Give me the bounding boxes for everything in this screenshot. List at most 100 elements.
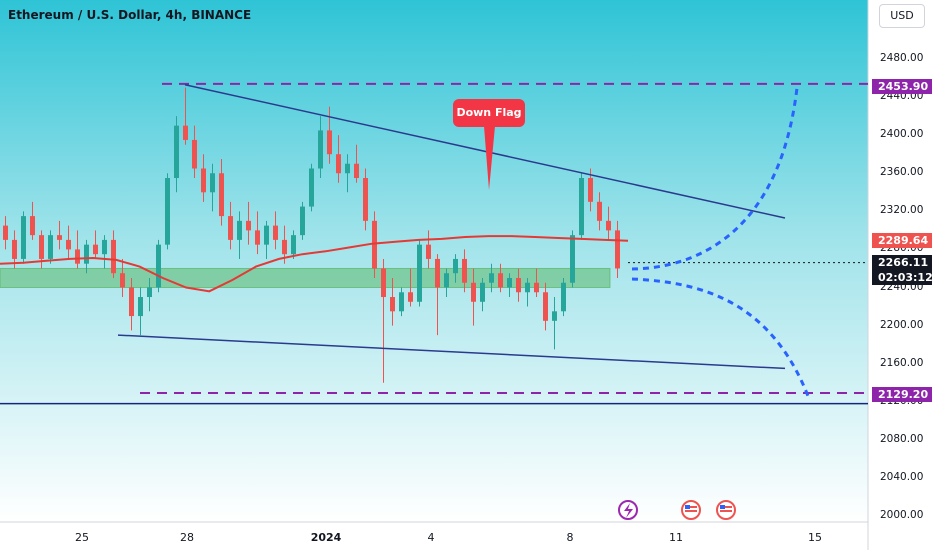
candle-body: [21, 216, 26, 259]
lightning-icon: [624, 503, 633, 518]
y-tick-label: 2360.00: [880, 166, 924, 179]
candle-body: [426, 244, 431, 259]
candle-body: [408, 292, 413, 302]
y-tick-label: 2000.00: [880, 509, 924, 521]
candle-body: [174, 125, 179, 179]
candle-body: [588, 178, 593, 202]
candle-body: [615, 230, 620, 269]
candle-body: [75, 249, 80, 264]
x-tick-label: 2024: [310, 531, 342, 544]
candle-body: [579, 178, 584, 236]
down-flag-callout: Down Flag: [453, 99, 525, 127]
candle-body: [30, 216, 35, 236]
y-tick-label: 2480.00: [880, 52, 924, 64]
candle-body: [120, 273, 125, 288]
candle-body: [291, 235, 296, 255]
candle-body: [354, 163, 359, 179]
candle-body: [372, 220, 377, 269]
y-tick-label: 2200.00: [880, 318, 924, 331]
candle-body: [237, 220, 242, 240]
moving-average-line: [0, 235, 629, 293]
us-flag-icon: [685, 510, 697, 512]
candle-body: [273, 225, 278, 240]
upper-level-badge: 2453.90: [872, 79, 932, 94]
lower-trendline: [117, 334, 786, 370]
candle-body: [597, 201, 602, 221]
candle-body: [462, 258, 467, 283]
candle-body: [192, 139, 197, 169]
y-tick-label: 2080.00: [880, 432, 924, 445]
candle-body: [84, 244, 89, 264]
candle-body: [552, 311, 557, 321]
candle-body: [57, 235, 62, 240]
candle-body: [264, 225, 269, 245]
candle-body: [570, 235, 575, 283]
candle-body: [534, 282, 539, 293]
candle-body: [399, 292, 404, 312]
countdown-badge: 02:03:12: [872, 270, 932, 285]
candle-body: [480, 282, 485, 302]
us-flag-icon: [685, 505, 690, 509]
candle-body: [390, 297, 395, 312]
candle-body: [219, 173, 224, 217]
candle-body: [156, 244, 161, 288]
candle-body: [246, 220, 251, 231]
candle-body: [282, 239, 287, 255]
x-tick-label: 15: [808, 531, 822, 544]
candle-body: [93, 244, 98, 255]
candle-body: [507, 277, 512, 288]
chart-title: Ethereum / U.S. Dollar, 4h, BINANCE: [8, 8, 252, 22]
candle-body: [138, 297, 143, 317]
candle-body: [102, 239, 107, 255]
candle-body: [228, 216, 233, 240]
candle-body: [3, 225, 8, 240]
y-tick-label: 2400.00: [880, 128, 924, 141]
y-tick-label: 2040.00: [880, 470, 924, 483]
lower-level-badge: 2129.20: [872, 387, 932, 402]
y-tick-label: 2320.00: [880, 204, 924, 217]
candle-body: [471, 282, 476, 302]
bullish-projection: [631, 87, 799, 271]
candle-body: [345, 163, 350, 174]
candle-body: [318, 130, 323, 169]
candle-body: [327, 130, 332, 155]
candle-body: [66, 239, 71, 250]
candle-body: [498, 273, 503, 288]
x-tick-label: 4: [427, 531, 435, 544]
us-flag-icon: [720, 510, 732, 512]
x-tick-label: 8: [566, 531, 574, 544]
currency-button[interactable]: USD: [879, 4, 925, 28]
candle-body: [210, 173, 215, 193]
candle-body: [444, 273, 449, 288]
us-flag-icon: [720, 506, 732, 508]
callout-pointer: [484, 126, 495, 190]
y-tick-label: 2160.00: [880, 356, 924, 369]
candle-body: [183, 125, 188, 140]
candle-body: [39, 235, 44, 259]
candle-body: [255, 230, 260, 245]
us-flag-icon: [685, 506, 697, 508]
candle-body: [12, 239, 17, 259]
candle-body: [561, 282, 566, 312]
candle-body: [363, 178, 368, 221]
candle-body: [417, 244, 422, 302]
ma-price-badge: 2289.64: [872, 233, 932, 248]
candle-body: [489, 273, 494, 283]
candle-body: [201, 168, 206, 193]
candle-body: [453, 258, 458, 274]
last-price-badge: 2266.11: [872, 255, 932, 270]
x-tick-label: 28: [180, 531, 194, 544]
candle-body: [381, 268, 386, 298]
chart-background: [0, 0, 868, 522]
candle-body: [147, 287, 152, 298]
candle-body: [111, 239, 116, 274]
candle-body: [543, 292, 548, 321]
upper-trendline: [184, 83, 786, 219]
us-flag-icon: [720, 505, 725, 509]
candle-body: [165, 178, 170, 245]
candle-body: [48, 235, 53, 259]
candle-body: [129, 287, 134, 317]
bearish-projection: [631, 277, 810, 397]
